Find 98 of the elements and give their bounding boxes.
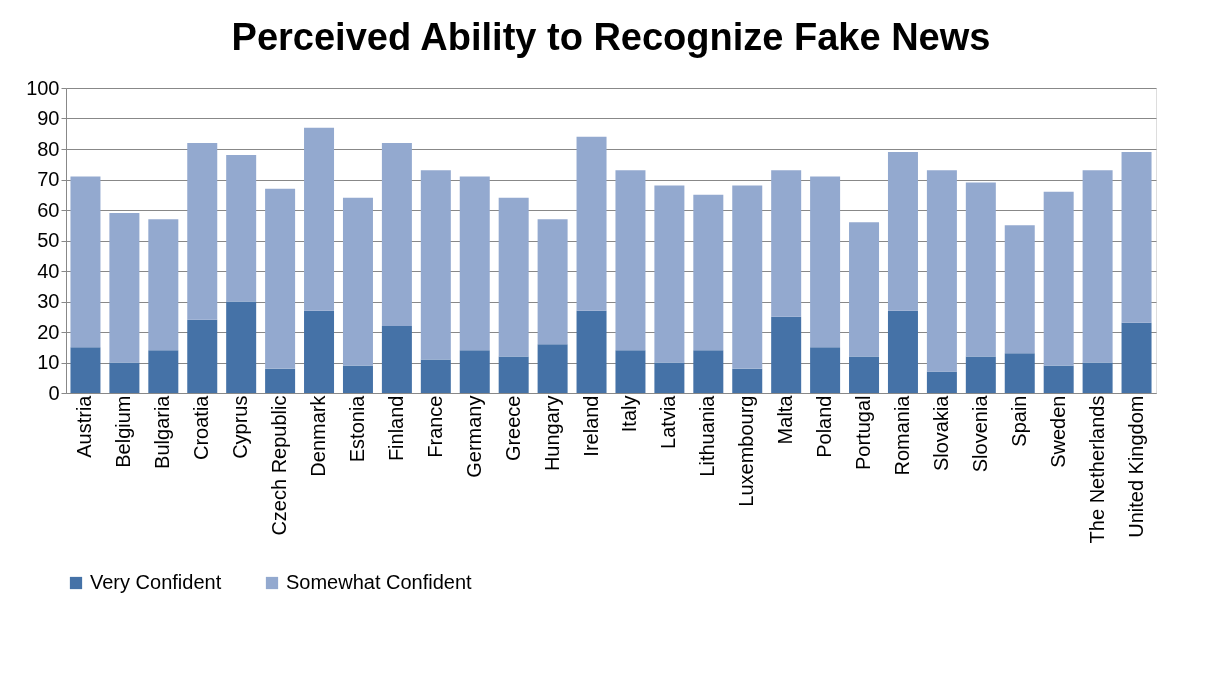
bar [887,310,918,393]
bar [148,350,179,393]
x-tick-label: Latvia [657,394,680,449]
legend-label: Very Confident [90,571,222,593]
y-tick-label: 10 [37,351,60,373]
bar [381,325,412,393]
bar [771,170,802,317]
bar [420,359,451,393]
y-tick-label: 30 [37,290,60,312]
bar [810,347,841,393]
bar [70,176,101,348]
bar [109,213,140,363]
bar [537,344,568,393]
bar [342,365,373,393]
bar [965,356,996,393]
bar [693,194,724,351]
bar [1082,170,1113,363]
bar [537,219,568,345]
y-tick-label: 70 [37,168,60,190]
bar [304,127,335,311]
bar [1121,322,1152,393]
bar [887,152,918,311]
bar [810,176,841,348]
bar [187,319,218,393]
x-tick-label: Italy [618,395,641,433]
x-tick-label: Estonia [345,394,368,463]
bar [965,182,996,357]
bar [926,371,957,393]
x-tick-label: Cyprus [229,395,252,459]
bar [459,176,490,351]
bar [654,185,685,363]
bar [654,362,685,393]
x-tick-label: Malta [774,394,797,445]
bar [226,301,257,393]
bar [576,310,607,393]
bar [459,350,490,393]
bar [732,368,763,393]
x-tick-label: Portugal [852,395,875,470]
x-tick-label: Luxembourg [735,395,758,507]
x-tick-label: Denmark [307,394,330,477]
bar [1004,353,1035,393]
bar [926,170,957,372]
y-tick-label: 60 [37,198,60,221]
bar [1043,191,1074,366]
x-tick-label: Spain [1007,395,1030,447]
x-tick-label: Ireland [579,395,602,457]
y-tick-label: 100 [26,76,60,99]
bar [1004,225,1035,354]
bar [732,185,763,369]
y-tick-label: 0 [48,381,60,404]
x-tick-label: Bulgaria [151,394,174,469]
x-tick-label: Romania [890,394,913,476]
bar [1082,362,1113,393]
y-tick-label: 90 [37,107,60,129]
y-tick-label: 20 [37,320,60,343]
bar [615,170,646,351]
x-tick-label: Austria [73,394,96,458]
bar [498,197,529,357]
bar [693,350,724,393]
bar [771,316,802,393]
x-tick-label: Slovenia [968,394,991,473]
bar [148,219,179,351]
bar [109,362,140,393]
bar [615,350,646,393]
bar [226,155,257,302]
x-tick-label: Germany [462,395,485,478]
bar [1043,365,1074,393]
bar [342,197,373,366]
x-tick-label: Czech Republic [268,395,291,536]
bar [420,170,451,360]
bar [187,142,218,320]
x-tick-label: Greece [501,395,524,462]
x-tick-label: Finland [384,395,407,462]
chart-title: Perceived Ability to Recognize Fake News [231,16,991,58]
bar [304,310,335,393]
bar [70,347,101,393]
x-tick-label: Belgium [112,395,135,468]
legend-label: Somewhat Confident [286,571,473,593]
bar [576,136,607,311]
x-tick-label: Croatia [190,394,213,460]
x-tick-label: Slovakia [929,394,952,472]
y-tick-label: 80 [37,137,60,160]
bar [381,142,412,326]
y-tick-label: 50 [37,229,60,251]
y-tick-label: 40 [37,259,60,282]
x-tick-label: Hungary [540,395,563,472]
x-tick-label: Lithuania [696,394,719,477]
x-tick-label: Sweden [1046,395,1069,468]
bar [265,188,296,369]
bar [265,368,296,393]
bar [849,356,880,393]
bar [498,356,529,393]
x-tick-label: Poland [813,395,836,458]
x-tick-label: France [423,395,446,458]
bar [1121,152,1152,323]
bar [849,222,880,357]
x-tick-label: The Netherlands [1085,395,1108,544]
x-tick-label: United Kingdom [1124,395,1147,538]
